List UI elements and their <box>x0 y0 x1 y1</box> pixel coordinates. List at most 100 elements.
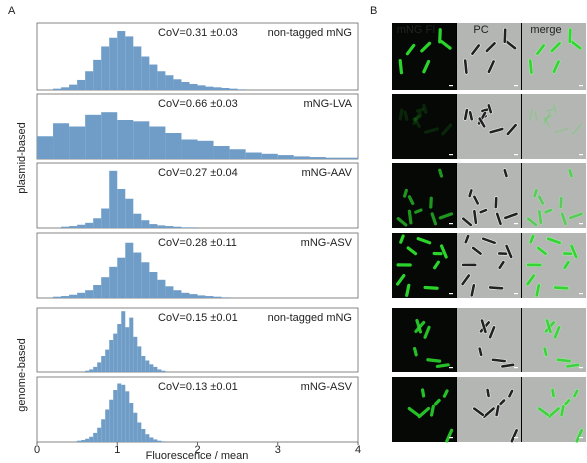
bar <box>262 154 278 159</box>
bar <box>69 295 77 298</box>
annotation: CoV=0.28 ±0.11 <box>158 237 237 249</box>
series-label: mNG-LVA <box>304 98 353 110</box>
figure: A B Fluorescence / mean plasmid-based ge… <box>0 0 587 463</box>
bar <box>173 227 181 228</box>
bar <box>97 362 101 372</box>
bar <box>129 318 133 372</box>
bar <box>230 149 246 159</box>
column-header: mNG FI <box>397 24 436 36</box>
bar <box>69 226 77 228</box>
bar <box>145 434 149 442</box>
page: {"figure": {"panel_a_label": "A", "panel… <box>0 0 587 463</box>
bar <box>165 226 173 228</box>
scale-bar <box>579 223 583 224</box>
bar <box>53 89 61 90</box>
bar <box>153 439 157 442</box>
bar <box>161 441 165 442</box>
cell <box>503 28 507 44</box>
bar <box>113 334 117 372</box>
micrograph <box>457 377 521 442</box>
bar <box>133 337 137 372</box>
micrograph <box>522 308 586 372</box>
bar <box>89 437 93 442</box>
bar <box>165 75 173 90</box>
cell <box>563 252 573 256</box>
bar <box>69 85 77 90</box>
x-tick-label: 3 <box>275 444 281 456</box>
bar <box>157 280 165 298</box>
bar <box>85 71 93 90</box>
bar <box>198 295 206 298</box>
bar <box>238 89 246 90</box>
bar <box>125 243 133 298</box>
bar <box>93 218 101 228</box>
bar <box>61 296 69 298</box>
x-tick-label: 2 <box>194 444 200 456</box>
x-tick-label: 4 <box>355 444 361 456</box>
micrograph <box>392 163 456 228</box>
bar <box>53 297 61 298</box>
bar <box>141 429 145 442</box>
bar <box>157 441 161 442</box>
bar <box>173 290 181 298</box>
bar <box>326 158 342 159</box>
scale-bar <box>449 293 453 294</box>
bar <box>133 413 137 442</box>
bar <box>294 156 310 159</box>
cell <box>553 286 568 290</box>
bar <box>165 133 181 159</box>
micrograph <box>457 308 521 372</box>
series-label: mNG-ASV <box>301 381 353 393</box>
bar <box>121 385 125 442</box>
x-tick-label: 1 <box>114 444 120 456</box>
bar <box>89 369 93 372</box>
cell <box>526 263 541 266</box>
bar <box>77 293 85 298</box>
x-tick-label: 0 <box>34 444 40 456</box>
series-label: mNG-AAV <box>301 167 352 179</box>
bar <box>133 214 141 228</box>
scale-bar <box>579 367 583 368</box>
scale-bar <box>514 293 518 294</box>
bar <box>137 346 141 372</box>
bar <box>53 123 69 159</box>
bar <box>109 38 117 90</box>
bar <box>206 87 214 90</box>
bar <box>198 141 214 159</box>
bar <box>181 140 197 160</box>
cell <box>559 197 563 209</box>
column-header: merge <box>530 24 561 36</box>
bar <box>125 36 133 90</box>
bar <box>198 85 206 90</box>
bar <box>117 258 125 298</box>
annotation: CoV=0.13 ±0.01 <box>158 381 238 393</box>
group-label: genome-based <box>16 338 28 411</box>
cell <box>396 263 411 266</box>
cell <box>498 252 508 256</box>
bar <box>37 136 53 159</box>
bar <box>149 65 157 90</box>
bar <box>222 297 230 298</box>
bar <box>77 225 85 228</box>
bar <box>93 433 97 442</box>
bar <box>85 115 101 159</box>
micrograph <box>522 163 586 228</box>
annotation: CoV=0.31 ±0.03 <box>158 27 238 39</box>
bar <box>161 371 165 372</box>
panel-label: A <box>8 5 16 17</box>
micrograph <box>457 163 521 228</box>
series-label: non-tagged mNG <box>268 27 352 39</box>
bar <box>121 311 125 372</box>
bar <box>181 227 189 228</box>
bar <box>81 440 85 442</box>
cell <box>488 286 503 290</box>
bar <box>165 286 173 298</box>
bar <box>125 391 129 442</box>
bar <box>77 80 85 90</box>
bar <box>206 296 214 298</box>
bar <box>278 155 294 159</box>
cell <box>429 197 433 209</box>
bar <box>93 367 97 372</box>
scale-bar <box>514 85 518 86</box>
bar <box>181 82 189 90</box>
